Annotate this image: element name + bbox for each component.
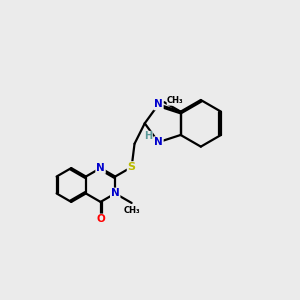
Text: N: N — [154, 99, 163, 110]
Text: CH₃: CH₃ — [167, 96, 184, 105]
Text: O: O — [96, 214, 105, 224]
Text: CH₃: CH₃ — [123, 206, 140, 215]
Text: N: N — [111, 188, 120, 199]
Text: N: N — [96, 163, 105, 173]
Text: N: N — [154, 137, 163, 147]
Text: S: S — [128, 162, 136, 172]
Text: H: H — [144, 131, 152, 141]
